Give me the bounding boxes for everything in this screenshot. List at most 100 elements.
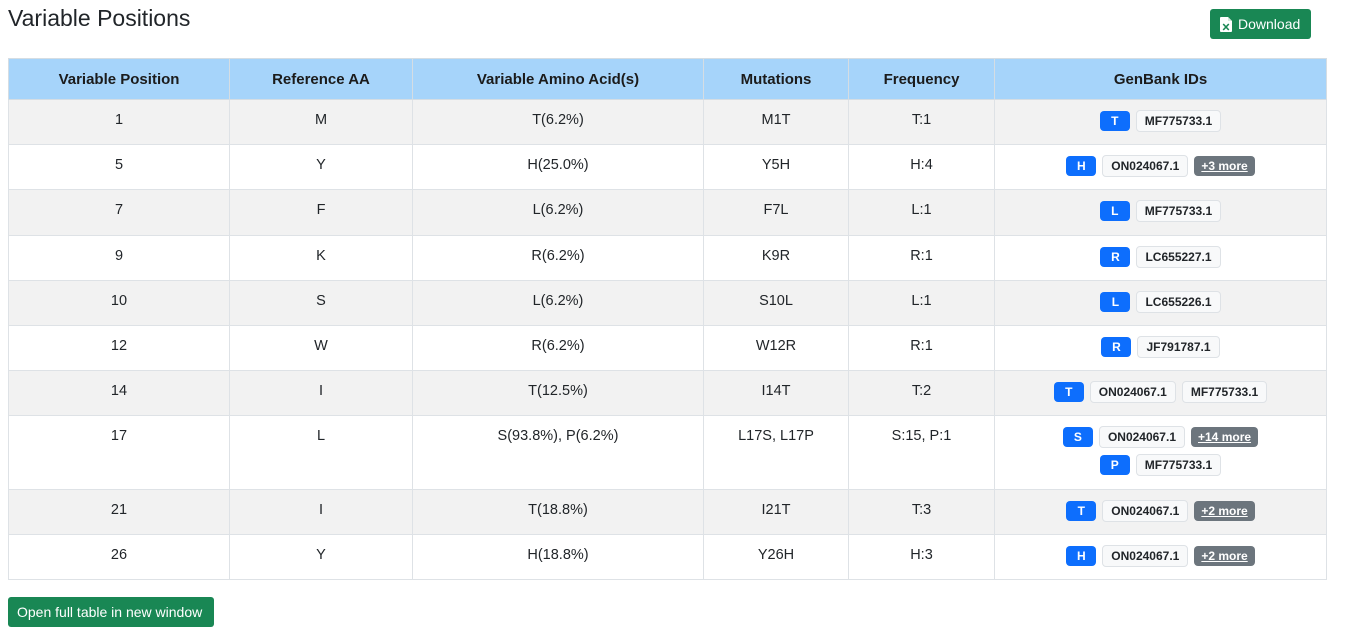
genbank-group: T ON024067.1 MF775733.1 — [1001, 381, 1320, 403]
variable-aa-cell: T(18.8%) — [412, 489, 704, 535]
table-row: 12 W R(6.2%) W12R R:1 R JF791787.1 — [8, 325, 1327, 371]
frequency-cell: S:15, P:1 — [848, 415, 995, 490]
genbank-accession-badge: ON024067.1 — [1102, 155, 1189, 177]
table-row: 7 F L(6.2%) F7L L:1 L MF775733.1 — [8, 189, 1327, 236]
genbank-accession-badge: ON024067.1 — [1089, 381, 1176, 403]
genbank-ids-cell: H ON024067.1 +2 more — [994, 534, 1327, 580]
frequency-cell: H:3 — [848, 534, 995, 580]
mutations-cell: M1T — [703, 99, 849, 145]
frequency-cell: T:2 — [848, 370, 995, 416]
variable-position-cell: 5 — [8, 144, 230, 190]
variable-aa-cell: H(25.0%) — [412, 144, 704, 190]
table-row: 9 K R(6.2%) K9R R:1 R LC655227.1 — [8, 235, 1327, 281]
genbank-group: P MF775733.1 — [1001, 454, 1320, 476]
genbank-accession-badge: JF791787.1 — [1137, 336, 1220, 358]
amino-acid-badge: L — [1099, 201, 1130, 221]
variable-aa-cell: T(12.5%) — [412, 370, 704, 416]
column-header[interactable]: Frequency — [848, 58, 995, 100]
genbank-ids-cell: S ON024067.1 +14 more P MF775733.1 — [994, 415, 1327, 490]
amino-acid-badge: T — [1066, 501, 1097, 521]
genbank-accession-badge: ON024067.1 — [1098, 426, 1185, 448]
variable-aa-cell: T(6.2%) — [412, 99, 704, 145]
variable-aa-cell: R(6.2%) — [412, 235, 704, 281]
frequency-cell: R:1 — [848, 235, 995, 281]
column-header[interactable]: Reference AA — [229, 58, 413, 100]
genbank-accession-badge: ON024067.1 — [1102, 545, 1189, 567]
genbank-group: L LC655226.1 — [1001, 291, 1320, 313]
genbank-ids-cell: T ON024067.1 MF775733.1 — [994, 370, 1327, 416]
variable-aa-cell: H(18.8%) — [412, 534, 704, 580]
excel-file-icon — [1220, 16, 1232, 32]
frequency-cell: T:1 — [848, 99, 995, 145]
amino-acid-badge: S — [1062, 427, 1093, 447]
mutations-cell: L17S, L17P — [703, 415, 849, 490]
more-ids-link[interactable]: +14 more — [1191, 427, 1259, 447]
amino-acid-badge: P — [1099, 455, 1130, 475]
genbank-group: T ON024067.1 +2 more — [1001, 500, 1320, 522]
more-ids-link[interactable]: +2 more — [1194, 546, 1255, 566]
mutations-cell: F7L — [703, 189, 849, 236]
download-button[interactable]: Download — [1210, 9, 1311, 39]
genbank-group: R LC655227.1 — [1001, 246, 1320, 268]
variable-aa-cell: S(93.8%), P(6.2%) — [412, 415, 704, 490]
mutations-cell: Y5H — [703, 144, 849, 190]
column-header[interactable]: GenBank IDs — [994, 58, 1327, 100]
variable-aa-cell: R(6.2%) — [412, 325, 704, 371]
more-ids-link[interactable]: +2 more — [1194, 501, 1255, 521]
mutations-cell: Y26H — [703, 534, 849, 580]
more-ids-link[interactable]: +3 more — [1194, 156, 1255, 176]
reference-aa-cell: S — [229, 280, 413, 326]
amino-acid-badge: T — [1099, 111, 1130, 131]
frequency-cell: L:1 — [848, 189, 995, 236]
frequency-cell: T:3 — [848, 489, 995, 535]
amino-acid-badge: L — [1100, 292, 1131, 312]
variable-position-cell: 1 — [8, 99, 230, 145]
amino-acid-badge: T — [1053, 382, 1084, 402]
genbank-ids-cell: R JF791787.1 — [994, 325, 1327, 371]
variable-position-cell: 7 — [8, 189, 230, 236]
column-header[interactable]: Mutations — [703, 58, 849, 100]
variable-positions-table: Variable Position Reference AA Variable … — [8, 58, 1327, 580]
genbank-group: T MF775733.1 — [1001, 110, 1320, 132]
genbank-group: H ON024067.1 +3 more — [1001, 155, 1320, 177]
frequency-cell: L:1 — [848, 280, 995, 326]
table-row: 5 Y H(25.0%) Y5H H:4 H ON024067.1 +3 more — [8, 144, 1327, 190]
genbank-accession-badge: MF775733.1 — [1135, 454, 1222, 476]
genbank-accession-badge: LC655226.1 — [1136, 291, 1221, 313]
reference-aa-cell: I — [229, 489, 413, 535]
variable-position-cell: 21 — [8, 489, 230, 535]
mutations-cell: K9R — [703, 235, 849, 281]
variable-position-cell: 26 — [8, 534, 230, 580]
download-label: Download — [1238, 16, 1301, 32]
column-header[interactable]: Variable Amino Acid(s) — [412, 58, 704, 100]
open-full-table-button[interactable]: Open full table in new window — [8, 597, 214, 627]
genbank-group: S ON024067.1 +14 more — [1001, 426, 1320, 448]
variable-aa-cell: L(6.2%) — [412, 280, 704, 326]
genbank-accession-badge: MF775733.1 — [1135, 200, 1222, 222]
reference-aa-cell: K — [229, 235, 413, 281]
genbank-accession-badge: MF775733.1 — [1181, 381, 1268, 403]
amino-acid-badge: R — [1101, 337, 1132, 357]
genbank-group: L MF775733.1 — [1001, 200, 1320, 222]
variable-position-cell: 10 — [8, 280, 230, 326]
genbank-ids-cell: R LC655227.1 — [994, 235, 1327, 281]
column-header[interactable]: Variable Position — [8, 58, 230, 100]
genbank-group: R JF791787.1 — [1001, 336, 1320, 358]
table-row: 1 M T(6.2%) M1T T:1 T MF775733.1 — [8, 99, 1327, 145]
variable-position-cell: 17 — [8, 415, 230, 490]
amino-acid-badge: H — [1066, 546, 1097, 566]
table-row: 17 L S(93.8%), P(6.2%) L17S, L17P S:15, P:1 S… — [8, 415, 1327, 490]
reference-aa-cell: M — [229, 99, 413, 145]
reference-aa-cell: Y — [229, 144, 413, 190]
genbank-ids-cell: H ON024067.1 +3 more — [994, 144, 1327, 190]
mutations-cell: W12R — [703, 325, 849, 371]
variable-position-cell: 9 — [8, 235, 230, 281]
amino-acid-badge: R — [1100, 247, 1131, 267]
frequency-cell: R:1 — [848, 325, 995, 371]
table-row: 14 I T(12.5%) I14T T:2 T ON024067.1 MF775733.1 — [8, 370, 1327, 416]
genbank-ids-cell: L MF775733.1 — [994, 189, 1327, 236]
reference-aa-cell: Y — [229, 534, 413, 580]
reference-aa-cell: I — [229, 370, 413, 416]
variable-position-cell: 14 — [8, 370, 230, 416]
table-row: 21 I T(18.8%) I21T T:3 T ON024067.1 +2 more — [8, 489, 1327, 535]
